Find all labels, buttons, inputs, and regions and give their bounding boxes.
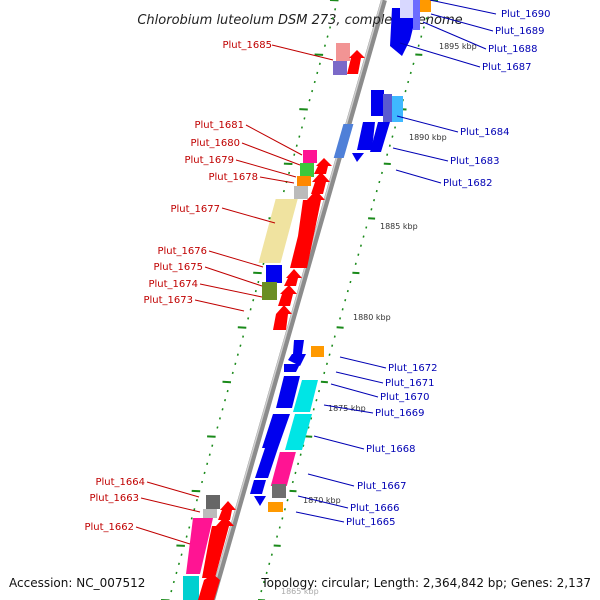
left-scale-track xyxy=(161,0,339,600)
gene-block[interactable] xyxy=(262,282,277,300)
gene-label[interactable]: Plut_1665 xyxy=(346,517,396,528)
gene-label[interactable]: Plut_1666 xyxy=(350,503,400,514)
scale-label: 1890 kbp xyxy=(409,133,447,142)
gene-arrow-forward[interactable] xyxy=(273,305,292,330)
gene-arrow-reverse[interactable] xyxy=(293,340,304,354)
gene-label[interactable]: Plut_1667 xyxy=(357,481,407,492)
gene-label[interactable]: Plut_1669 xyxy=(375,408,425,419)
gene-label[interactable]: Plut_1676 xyxy=(157,246,207,257)
scale-label: 1865 kbp xyxy=(281,587,319,596)
gene-label[interactable]: Plut_1681 xyxy=(194,120,244,131)
gene-arrow-reverse[interactable] xyxy=(352,153,364,162)
gene-block[interactable] xyxy=(203,509,217,518)
gene-label[interactable]: Plut_1677 xyxy=(170,204,220,215)
gene-label[interactable]: Plut_1688 xyxy=(488,44,538,55)
gene-label[interactable]: Plut_1671 xyxy=(385,378,435,389)
gene-block[interactable] xyxy=(420,0,431,12)
scale-label: 1895 kbp xyxy=(439,42,477,51)
gene-label[interactable]: Plut_1680 xyxy=(190,138,240,149)
gene-block[interactable] xyxy=(183,576,199,600)
gene-label[interactable]: Plut_1668 xyxy=(366,444,416,455)
gene-arrow-forward[interactable] xyxy=(314,158,332,174)
gene-label[interactable]: Plut_1685 xyxy=(222,40,272,51)
gene-block[interactable] xyxy=(383,94,392,122)
gene-arrow-forward[interactable] xyxy=(278,285,297,306)
gene-arrow-reverse[interactable] xyxy=(293,380,318,412)
gene-label[interactable]: Plut_1690 xyxy=(501,9,551,20)
gene-block[interactable] xyxy=(272,484,286,498)
gene-block[interactable] xyxy=(400,0,413,18)
gene-label[interactable]: Plut_1673 xyxy=(143,295,193,306)
gene-label[interactable]: Plut_1682 xyxy=(443,178,493,189)
genome-summary-text: Topology: circular; Length: 2,364,842 bp… xyxy=(261,576,591,590)
gene-block[interactable] xyxy=(270,452,296,486)
right-leader-lines xyxy=(295,0,497,523)
gene-label[interactable]: Plut_1663 xyxy=(89,493,139,504)
gene-block[interactable] xyxy=(333,124,354,158)
gene-label[interactable]: Plut_1689 xyxy=(495,26,545,37)
gene-group-1673-1681 xyxy=(258,150,332,330)
gene-arrow-reverse[interactable] xyxy=(288,354,306,366)
gene-arrow-forward[interactable] xyxy=(202,516,234,578)
gene-block[interactable] xyxy=(311,346,324,357)
gene-label[interactable]: Plut_1674 xyxy=(148,279,198,290)
gene-arrow-forward[interactable] xyxy=(347,50,365,74)
gene-group-1662-1664 xyxy=(183,495,236,600)
gene-arrow-forward[interactable] xyxy=(186,518,213,574)
gene-block[interactable] xyxy=(300,163,314,177)
gene-block[interactable] xyxy=(371,90,384,116)
gene-arrow-reverse[interactable] xyxy=(250,480,266,494)
gene-block[interactable] xyxy=(258,199,298,263)
scale-label: 1885 kbp xyxy=(380,222,418,231)
gene-block[interactable] xyxy=(294,186,308,199)
scale-label: 1880 kbp xyxy=(353,313,391,322)
gene-arrow-reverse[interactable] xyxy=(262,414,290,448)
gene-arrow-reverse[interactable] xyxy=(284,364,300,372)
gene-arrow-forward[interactable] xyxy=(290,190,325,268)
gene-label[interactable]: Plut_1687 xyxy=(482,62,532,73)
gene-group-1685 xyxy=(333,43,365,75)
gene-group-1665-1672 xyxy=(250,340,324,512)
gene-arrow-reverse[interactable] xyxy=(254,496,266,506)
left-gene-labels: Plut_1685 Plut_1681 Plut_1680 Plut_1679 … xyxy=(84,40,272,533)
gene-label[interactable]: Plut_1679 xyxy=(184,155,234,166)
gene-block[interactable] xyxy=(297,176,311,186)
gene-block[interactable] xyxy=(206,495,220,509)
genome-backbone xyxy=(209,0,387,600)
gene-arrow-reverse[interactable] xyxy=(255,448,278,478)
scale-label: 1870 kbp xyxy=(303,496,341,505)
right-gene-labels: Plut_1690 Plut_1689 Plut_1688 Plut_1687 … xyxy=(346,9,551,528)
gene-block[interactable] xyxy=(413,0,420,30)
genome-title: Chlorobium luteolum DSM 273, complete ge… xyxy=(137,13,462,28)
accession-text: Accession: NC_007512 xyxy=(9,576,146,590)
gene-label[interactable]: Plut_1672 xyxy=(388,363,438,374)
gene-arrow-reverse[interactable] xyxy=(370,122,390,152)
gene-arrow-forward[interactable] xyxy=(198,574,220,600)
gene-label[interactable]: Plut_1664 xyxy=(95,477,145,488)
gene-arrow-forward[interactable] xyxy=(311,172,330,194)
gene-arrow-reverse[interactable] xyxy=(276,376,300,408)
gene-cluster-top xyxy=(390,0,431,56)
gene-arrow-reverse[interactable] xyxy=(285,414,312,450)
gene-arrow-reverse[interactable] xyxy=(357,122,375,150)
gene-label[interactable]: Plut_1683 xyxy=(450,156,500,167)
gene-block[interactable] xyxy=(303,150,317,163)
gene-block[interactable] xyxy=(333,61,347,75)
gene-block[interactable] xyxy=(392,96,403,122)
gene-block[interactable] xyxy=(266,265,282,283)
gene-label[interactable]: Plut_1684 xyxy=(460,127,510,138)
left-leader-lines xyxy=(135,44,334,545)
gene-label[interactable]: Plut_1670 xyxy=(380,392,430,403)
gene-block[interactable] xyxy=(336,43,350,61)
gene-label[interactable]: Plut_1678 xyxy=(208,172,258,183)
gene-label[interactable]: Plut_1662 xyxy=(84,522,134,533)
gene-label[interactable]: Plut_1675 xyxy=(153,262,203,273)
gene-group-1682-1684 xyxy=(333,90,403,162)
gene-block[interactable] xyxy=(268,502,283,512)
gene-arrow-forward[interactable] xyxy=(218,501,236,520)
gene-arrow-forward[interactable] xyxy=(284,269,302,286)
genome-backbone-highlight xyxy=(209,0,383,600)
